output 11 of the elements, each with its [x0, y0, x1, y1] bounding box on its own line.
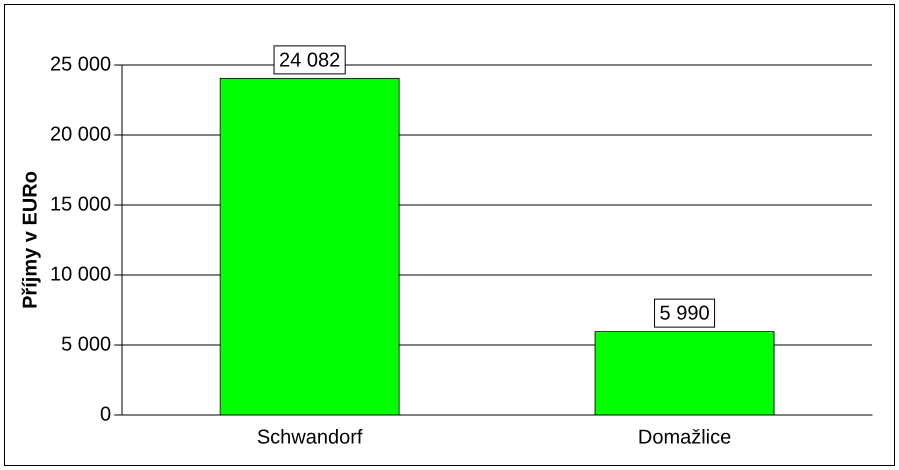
data-label: 24 082 — [279, 49, 340, 72]
y-tick-label: 25 000 — [50, 54, 112, 76]
y-tick-label: 0 — [100, 404, 112, 426]
y-tick-label: 10 000 — [50, 264, 112, 286]
x-tick-label: Domažlice — [638, 426, 732, 449]
y-tick-label: 15 000 — [50, 194, 112, 216]
x-tick-label: Schwandorf — [256, 426, 363, 449]
data-label: 5 990 — [660, 302, 710, 325]
y-tick-label: 5 000 — [61, 334, 112, 356]
y-axis-title: Příjmy v EURo — [20, 171, 42, 309]
y-tick-label: 20 000 — [50, 124, 112, 146]
